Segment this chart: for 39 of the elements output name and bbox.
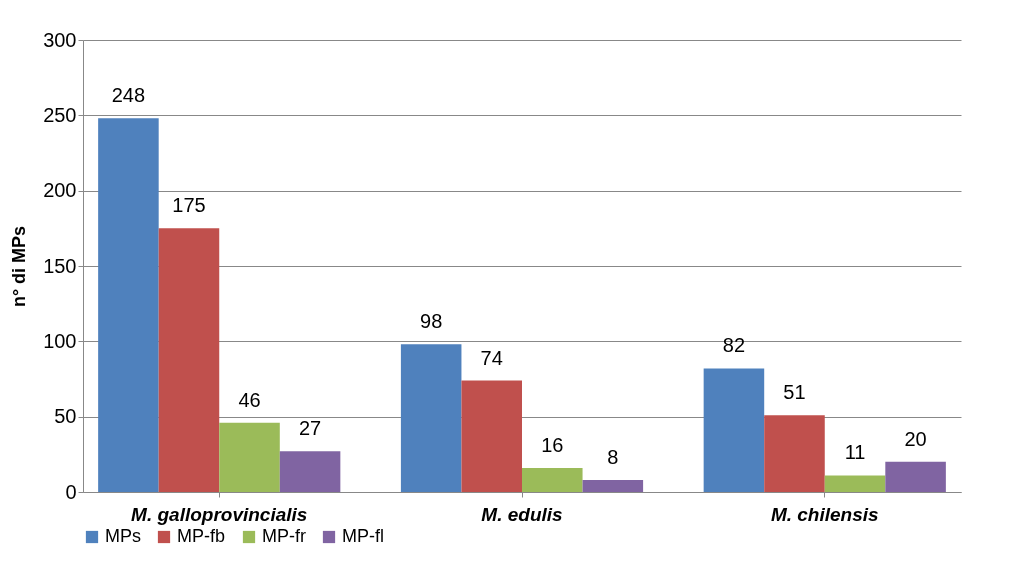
y-axis-title: n° di MPs <box>9 225 30 308</box>
data-label: 8 <box>607 445 619 468</box>
data-label: 175 <box>172 194 206 217</box>
data-label: 20 <box>904 427 927 450</box>
bar <box>158 228 220 492</box>
bar <box>582 479 644 492</box>
legend-label: MP-fb <box>177 526 226 546</box>
bar <box>461 380 522 492</box>
y-tick-label: 100 <box>43 329 77 352</box>
data-label: 82 <box>722 334 746 357</box>
data-label: 98 <box>420 310 443 333</box>
data-label: 46 <box>238 388 261 411</box>
x-tick-label: M. chilensis <box>770 503 879 525</box>
x-tick-label: M. galloprovincialis <box>131 503 308 525</box>
data-label: 11 <box>844 441 866 464</box>
bar <box>824 475 886 492</box>
legend-label: MP-fl <box>342 526 384 546</box>
bar <box>279 451 341 492</box>
bar <box>764 415 825 492</box>
bar <box>885 461 946 492</box>
bar <box>522 467 583 492</box>
y-tick-label: 300 <box>43 28 77 51</box>
data-label: 27 <box>298 417 322 440</box>
data-label: 74 <box>480 346 503 369</box>
legend-label: MP-fr <box>262 526 306 546</box>
bar <box>219 422 280 492</box>
y-tick-label: 150 <box>43 254 77 277</box>
data-label: 51 <box>783 381 806 404</box>
bar <box>703 368 765 492</box>
bar <box>400 344 462 492</box>
data-label: 248 <box>111 84 146 107</box>
data-label: 16 <box>541 433 564 456</box>
y-tick-label: 0 <box>65 480 77 503</box>
y-tick-label: 50 <box>54 405 77 428</box>
legend-label: MPs <box>105 526 141 546</box>
y-tick-label: 200 <box>43 179 77 202</box>
bar <box>98 118 159 492</box>
x-tick-label: M. edulis <box>481 503 563 525</box>
y-tick-label: 250 <box>43 103 77 126</box>
